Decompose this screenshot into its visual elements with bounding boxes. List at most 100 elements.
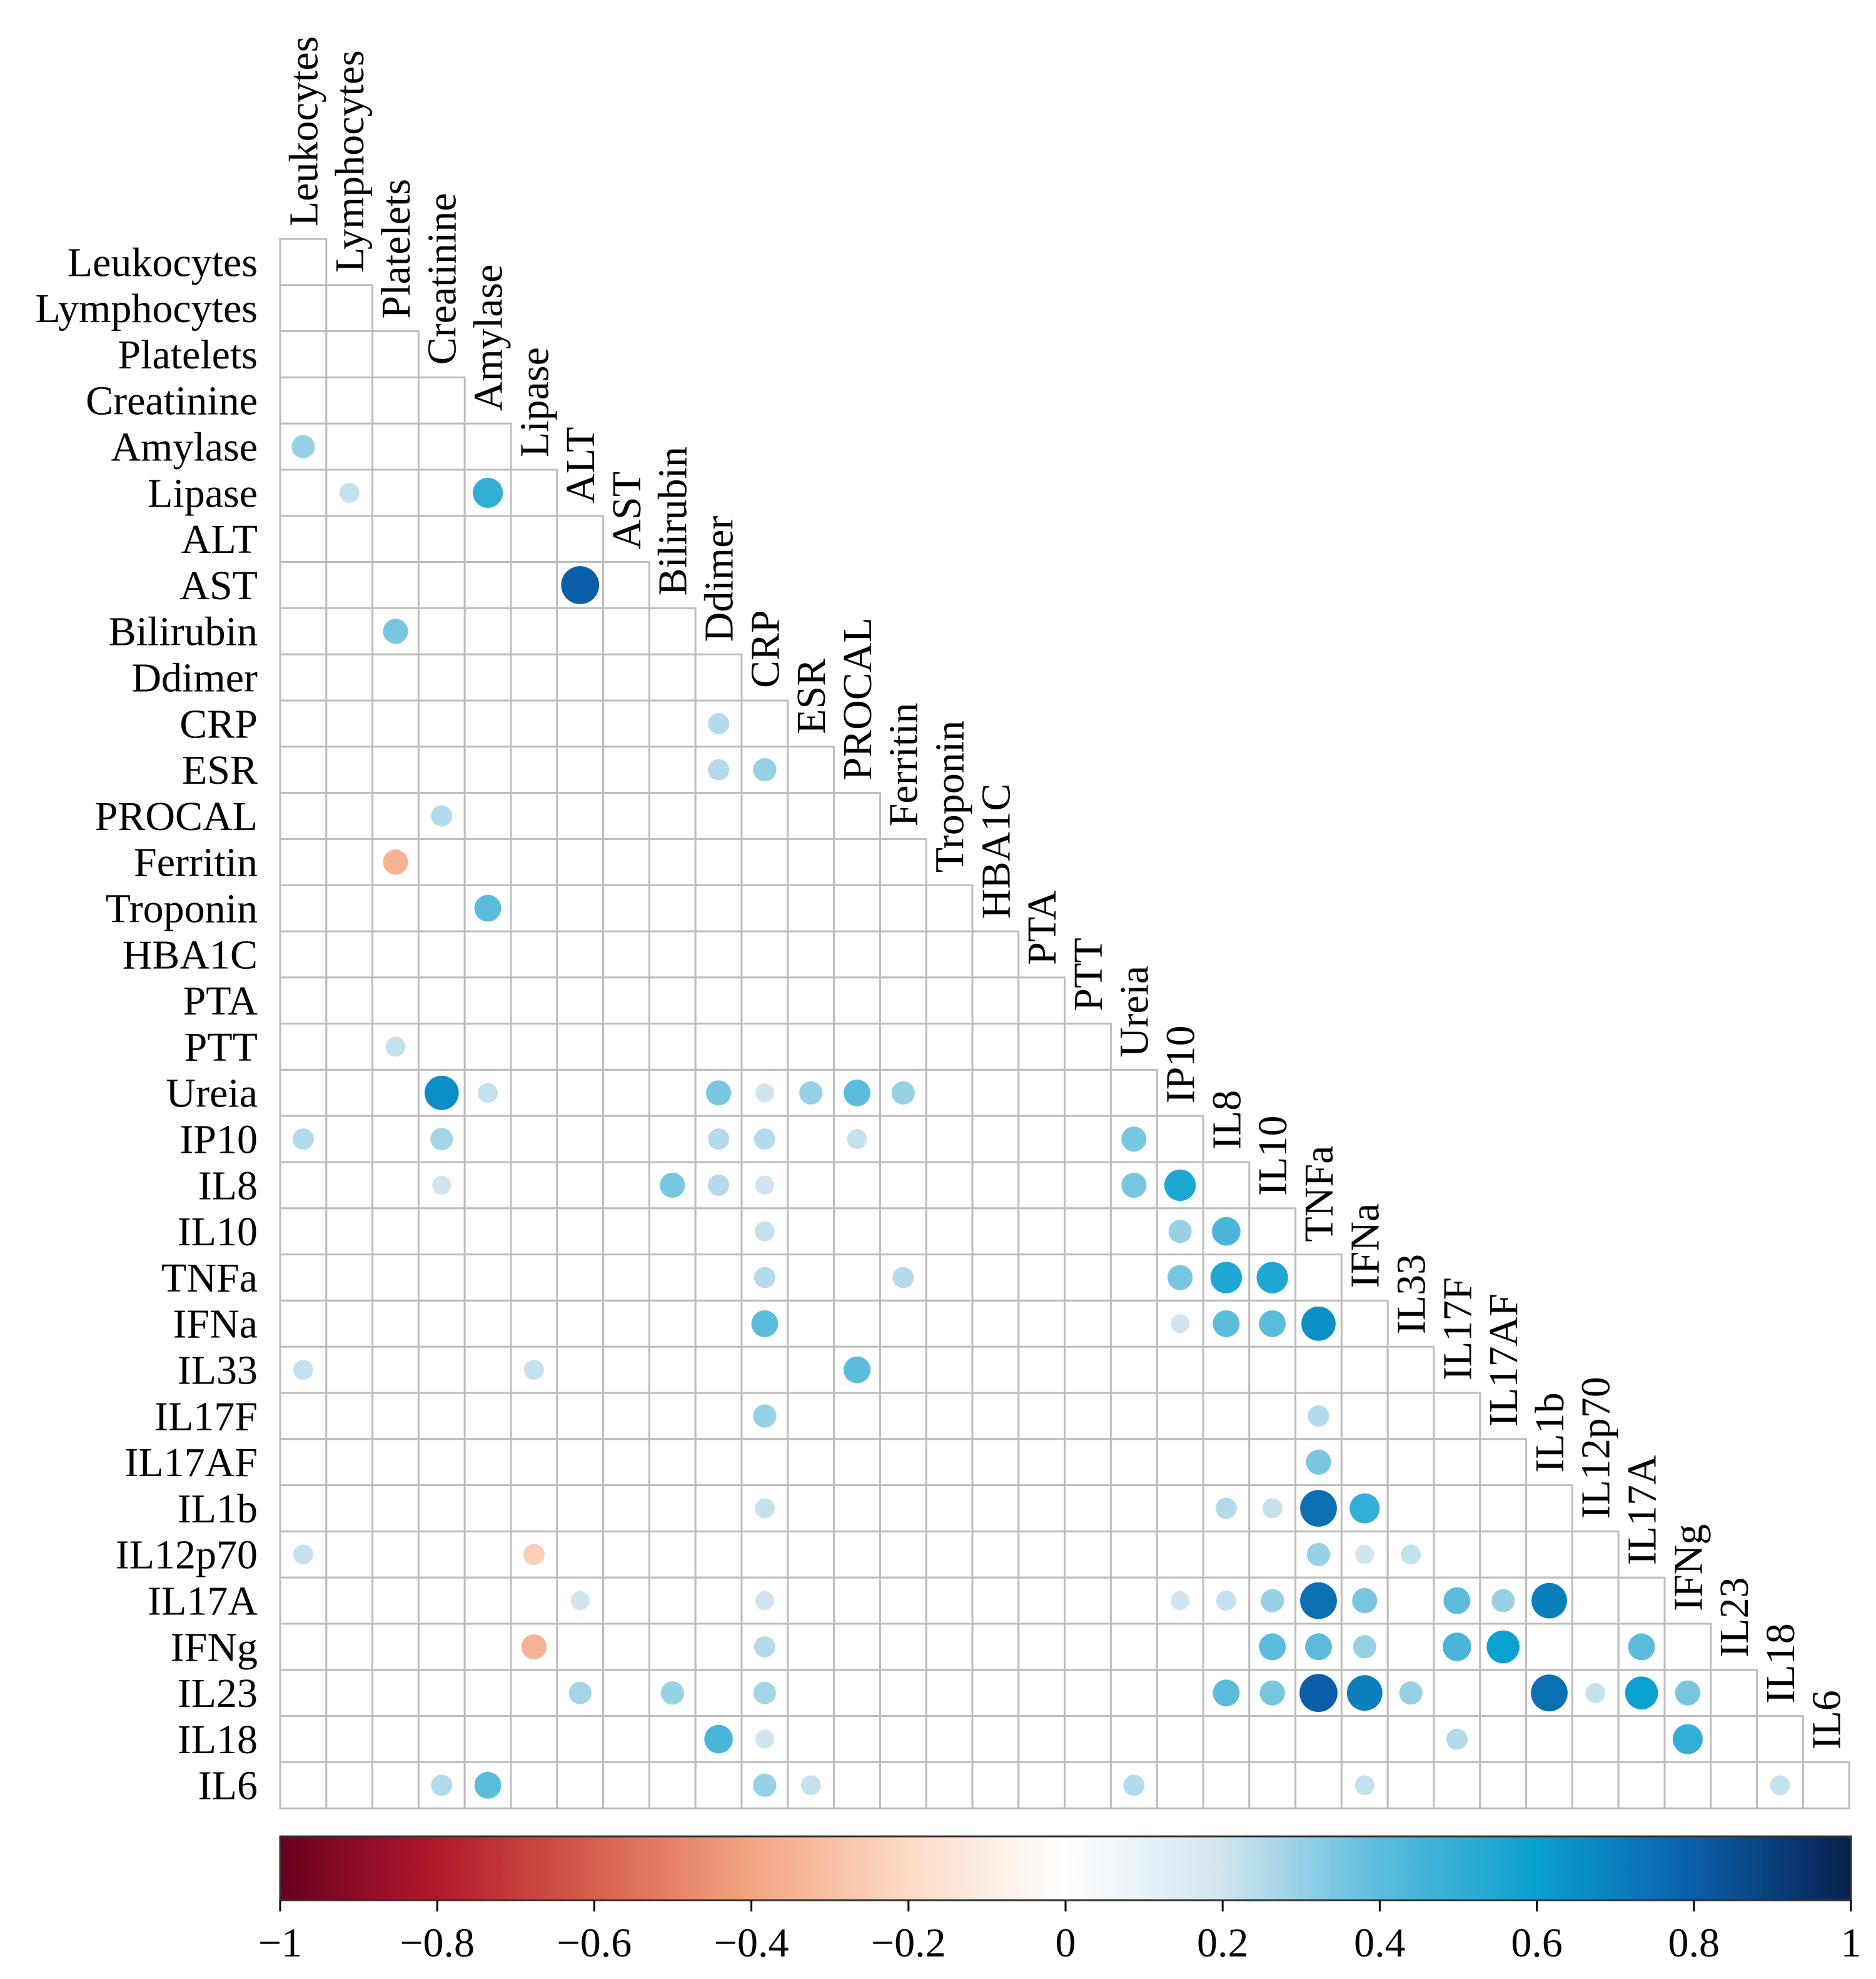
grid-cell [1479,1530,1528,1579]
corr-marker-il17a-crp [755,1591,775,1611]
grid-cell [1064,1253,1112,1302]
grid-cell [648,792,697,840]
corr-marker-tnfa-il8 [1210,1262,1243,1293]
grid-cell [463,746,512,794]
grid-cell [417,515,466,564]
grid-cell [463,1438,512,1487]
grid-cell [371,792,420,840]
grid-cell [325,1299,374,1348]
corr-marker-il1b-tnfa [1300,1490,1337,1527]
grid-cell [1064,1484,1112,1532]
grid-cell [279,1207,328,1256]
grid-cell [279,1484,328,1532]
grid-cell [1064,1161,1112,1210]
corr-marker-il23-il17a [1625,1676,1658,1709]
grid-cell [648,1345,697,1394]
grid-cell [1386,1392,1435,1440]
column-label-pta: PTA [1019,890,1065,965]
grid-cell [1109,1253,1158,1302]
grid-cell [371,376,420,425]
grid-cell [602,792,650,840]
corr-marker-tnfa-ferritin [892,1267,914,1288]
grid-cell [1202,1715,1251,1763]
grid-cell [694,1530,743,1579]
grid-cell [602,838,650,886]
grid-cell [556,515,605,564]
grid-cell [279,1576,328,1625]
grid-cell [648,1392,697,1440]
grid-cell [556,607,605,655]
grid-cell [787,1669,835,1718]
grid-cell [740,1438,789,1487]
grid-cell [879,838,927,886]
grid-cell [787,1115,835,1163]
corr-marker-il17af-tnfa [1306,1449,1331,1475]
grid-cell [279,1068,328,1117]
grid-cell [925,1761,974,1809]
grid-cell [1017,1761,1066,1809]
grid-cell [879,930,927,979]
row-label-leukocytes: Leukocytes [68,240,258,285]
grid-cell [371,561,420,609]
grid-cell [694,1484,743,1532]
grid-cell [325,884,374,933]
grid-cell [1109,1392,1158,1440]
grid-cell [648,1576,697,1625]
corr-marker-il10-crp [754,1221,775,1242]
grid-cell [463,515,512,564]
corr-marker-ureia-ferritin [891,1081,915,1105]
grid-cell [648,1622,697,1671]
grid-cell [602,1669,650,1718]
grid-cell [925,1669,974,1718]
grid-cell [1064,1023,1112,1071]
grid-cell [648,1761,697,1809]
grid-cell [1386,1761,1435,1809]
grid-cell [1202,1438,1251,1487]
grid-cell [1109,1484,1158,1532]
grid-cell [925,1023,974,1071]
corr-marker-ip10-ddimer [708,1128,730,1150]
grid-cell [279,746,328,794]
grid-cell [1064,1576,1112,1625]
grid-cell [417,930,466,979]
column-label-ip10: IP10 [1158,1026,1204,1104]
grid-cell [371,1392,420,1440]
grid-cell [879,1392,927,1440]
row-labels: LeukocytesLymphocytesPlateletsCreatinine… [35,240,258,1808]
grid-cell [879,1438,927,1487]
grid-cell [556,1761,605,1809]
grid-cell [925,930,974,979]
grid-cell [510,653,558,702]
grid-cell [971,930,1020,979]
corr-marker-il10-il8 [1212,1217,1241,1246]
row-label-hba1c: HBA1C [123,932,258,978]
grid-cell [417,699,466,748]
corr-marker-ifng-il17af [1486,1630,1520,1664]
grid-cell [510,930,558,979]
colorbar-tick-label: −0.6 [557,1920,632,1966]
grid-cell [417,376,466,425]
grid-cell [602,884,650,933]
grid-cell [371,1761,420,1809]
row-label-il8: IL8 [198,1163,258,1208]
grid-cell [1248,1530,1297,1579]
corr-marker-crp-ddimer [708,712,730,734]
grid-cell [371,884,420,933]
grid-cell [371,746,420,794]
grid-cell [1017,976,1066,1025]
grid-cell [1109,1068,1158,1117]
grid-cell [694,1207,743,1256]
grid-cell [463,1576,512,1625]
grid-cell [371,1715,420,1763]
corr-marker-il8-ip10 [1164,1169,1196,1202]
grid-cell [740,930,789,979]
grid-cell [1248,1207,1297,1256]
grid-cell [602,1761,650,1809]
grid-cell [417,1438,466,1487]
grid-cell [325,1715,374,1763]
grid-cell [1294,1715,1343,1763]
row-label-il17a: IL17A [148,1579,258,1624]
grid-cell [648,1715,697,1763]
grid-cell [879,1761,927,1809]
grid-cell [833,1761,881,1809]
